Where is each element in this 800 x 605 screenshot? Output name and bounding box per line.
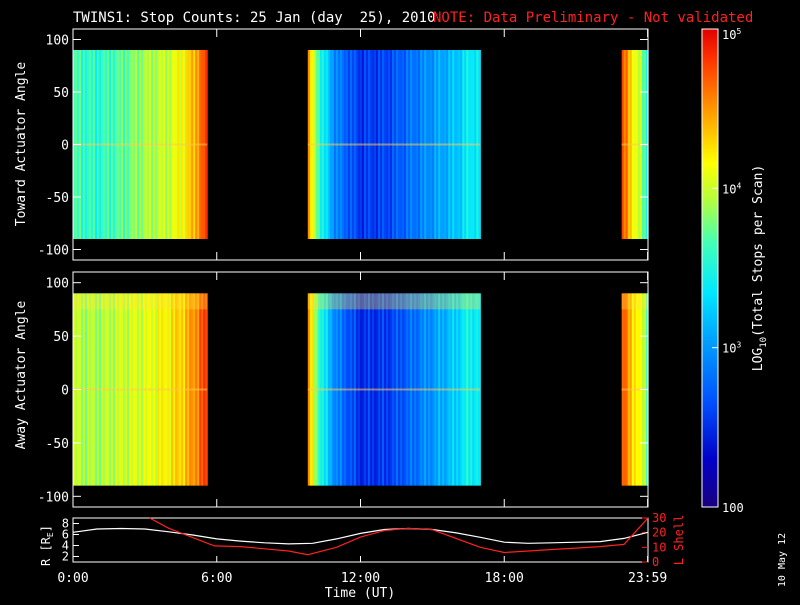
r-tick-label: 6 <box>62 528 69 542</box>
colorbar-tick-label: 104 <box>722 181 741 196</box>
y-tick-label: -50 <box>46 437 69 452</box>
toward-panel: 100 50 0 -50 -100 <box>38 28 649 261</box>
colorbar-label: LOG10(Total Stops per Scan) <box>751 165 769 372</box>
high-angle-band <box>73 293 208 310</box>
l-shell-axis-label: L Shell <box>672 515 686 566</box>
colorbar: 100 103 104 105 <box>701 27 744 515</box>
data-segment-1 <box>307 293 481 486</box>
y-tick-label: -50 <box>46 191 69 206</box>
y-tick-label: 100 <box>46 277 69 292</box>
r-axis-label: R [RE] <box>39 525 55 566</box>
l-shell-tick-label: 10 <box>652 540 666 554</box>
colorbar-tick-label: 103 <box>722 341 741 356</box>
preliminary-note: NOTE: Data Preliminary - Not validated <box>433 10 753 26</box>
r-tick-label: 4 <box>62 539 69 553</box>
colorbar-tick-label: 100 <box>722 501 744 515</box>
y-tick-label: 100 <box>46 34 69 49</box>
r-tick-label: 2 <box>62 550 69 564</box>
date-stamp: 10 May 12 <box>777 533 788 587</box>
data-segment-0 <box>73 293 208 486</box>
y-tick-label: 0 <box>61 139 69 154</box>
y-tick-label: -100 <box>38 244 69 259</box>
y-tick-label: -100 <box>38 490 69 505</box>
data-segment-0 <box>73 50 208 239</box>
r-tick-label: 8 <box>62 517 69 531</box>
time-tick-label: 6:00 <box>201 571 232 586</box>
time-tick-label: 23:59 <box>628 571 667 586</box>
l-shell-tick-label: 0 <box>652 555 659 569</box>
high-angle-band <box>621 293 648 310</box>
l-shell-tick-label: 20 <box>652 526 666 540</box>
l-shell-tick-label: 30 <box>652 511 666 525</box>
time-tick-label: 18:00 <box>485 571 524 586</box>
time-tick-label: 12:00 <box>341 571 380 586</box>
away-panel: 100 50 0 -50 -100 <box>38 271 649 508</box>
colorbar-tick-label: 105 <box>722 27 741 42</box>
r-distance-line <box>72 527 649 545</box>
y-tick-label: 0 <box>61 384 69 399</box>
y-tick-label: 50 <box>53 330 69 345</box>
high-angle-band <box>307 293 481 310</box>
colorbar-gradient <box>701 28 719 508</box>
ephemeris-frame <box>72 517 649 563</box>
away-y-axis-label: Away Actuator Angle <box>14 300 29 449</box>
l-shell-line <box>149 517 649 556</box>
time-tick-label: 0:00 <box>57 571 88 586</box>
y-tick-label: 50 <box>53 86 69 101</box>
chart-title: TWINS1: Stop Counts: 25 Jan (day 25), 20… <box>73 10 435 26</box>
time-x-axis-label: Time (UT) <box>325 586 395 600</box>
toward-y-axis-label: Toward Actuator Angle <box>14 62 29 227</box>
data-segment-1 <box>307 50 481 239</box>
